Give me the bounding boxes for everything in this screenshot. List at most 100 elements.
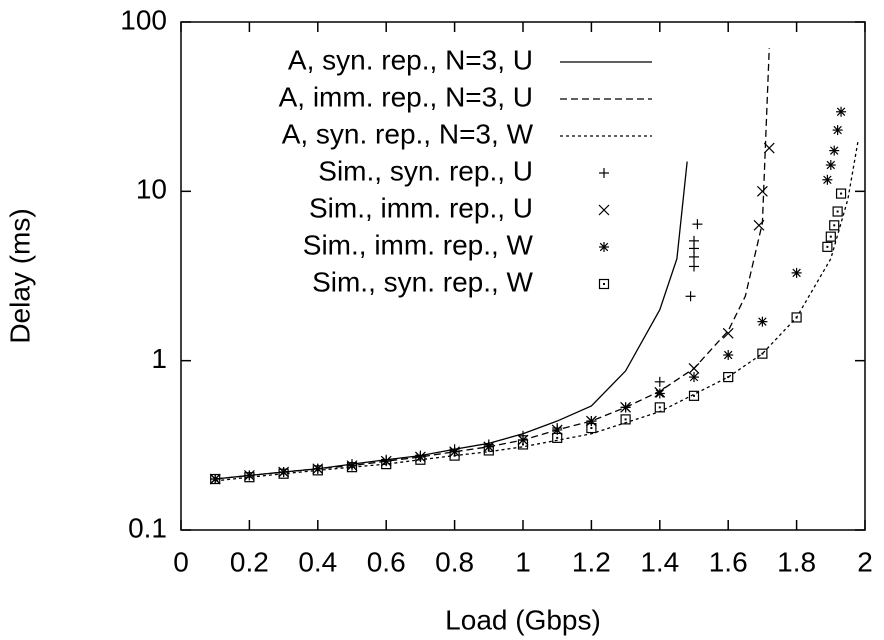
marker xyxy=(832,125,843,136)
marker-dot xyxy=(840,192,843,195)
marker-dot xyxy=(833,224,836,227)
marker xyxy=(757,316,768,327)
marker-stroke xyxy=(655,389,665,398)
marker-stroke xyxy=(792,268,801,278)
marker xyxy=(722,327,734,339)
marker-stroke xyxy=(833,125,842,135)
marker-box xyxy=(791,312,802,323)
marker-stroke xyxy=(758,317,767,326)
marker-dot xyxy=(282,472,285,475)
marker xyxy=(822,174,833,185)
marker-box xyxy=(415,454,426,465)
marker-box xyxy=(757,348,768,359)
marker-dot xyxy=(761,352,764,355)
marker xyxy=(599,168,609,178)
marker-dot xyxy=(214,478,217,481)
marker-box xyxy=(449,450,460,461)
x-tick-label: 0.8 xyxy=(435,546,474,577)
marker xyxy=(599,242,609,252)
marker-stroke xyxy=(763,142,775,154)
marker xyxy=(312,463,323,474)
marker xyxy=(552,432,563,443)
marker-dot xyxy=(658,406,661,409)
marker xyxy=(692,219,703,230)
marker-dot xyxy=(453,454,456,457)
marker xyxy=(598,278,610,290)
marker xyxy=(449,450,460,461)
marker-stroke xyxy=(688,362,700,374)
marker-stroke xyxy=(756,185,768,197)
legend-label: Sim., imm. rep., W xyxy=(303,229,534,260)
marker-stroke xyxy=(416,452,425,462)
x-tick-label: 0 xyxy=(173,546,189,577)
legend-label: A, syn. rep., N=3, W xyxy=(282,118,534,149)
marker-stroke xyxy=(722,327,734,339)
marker-box xyxy=(381,459,392,470)
series-line xyxy=(215,140,859,482)
y-axis-label: Delay (ms) xyxy=(4,208,35,343)
marker xyxy=(654,376,665,387)
legend-label: Sim., syn. rep., W xyxy=(312,266,533,297)
marker xyxy=(836,106,847,117)
marker-dot xyxy=(829,235,832,238)
marker-dot xyxy=(795,316,798,319)
marker xyxy=(278,468,289,479)
marker-dot xyxy=(836,210,839,213)
marker-box xyxy=(654,402,665,413)
y-tick-label: 10 xyxy=(136,174,167,205)
x-tick-label: 1 xyxy=(515,546,531,577)
marker xyxy=(244,470,255,481)
marker-stroke xyxy=(823,175,832,185)
marker xyxy=(763,142,775,154)
marker xyxy=(832,206,843,217)
marker-box xyxy=(832,206,843,217)
marker-box xyxy=(723,371,734,383)
x-tick-label: 0.2 xyxy=(230,546,269,577)
marker-stroke xyxy=(621,403,630,412)
marker xyxy=(483,445,494,456)
marker xyxy=(415,454,426,465)
x-tick-label: 1.6 xyxy=(709,546,748,577)
marker-dot xyxy=(351,466,353,469)
marker xyxy=(791,312,802,323)
marker-dot xyxy=(556,436,559,439)
marker-dot xyxy=(316,469,319,472)
marker xyxy=(689,261,699,272)
marker xyxy=(312,465,323,476)
marker-dot xyxy=(248,476,251,479)
marker-box xyxy=(278,468,289,479)
marker-stroke xyxy=(599,242,609,252)
marker-box xyxy=(825,231,836,242)
marker xyxy=(586,416,597,427)
marker-stroke xyxy=(753,219,765,231)
marker-box xyxy=(312,465,323,476)
legend-label: A, imm. rep., N=3, U xyxy=(279,81,533,112)
marker xyxy=(723,350,734,361)
marker-box xyxy=(244,472,255,483)
marker xyxy=(620,414,631,425)
marker-dot xyxy=(624,418,627,421)
marker xyxy=(825,160,836,171)
marker xyxy=(210,473,221,485)
y-tick-label: 1 xyxy=(151,343,167,374)
marker-dot xyxy=(487,449,490,452)
marker xyxy=(381,459,392,470)
legend-label: Sim., imm. rep., U xyxy=(309,192,533,223)
marker xyxy=(278,467,289,478)
marker xyxy=(689,251,699,262)
marker xyxy=(586,422,597,434)
x-tick-label: 2 xyxy=(857,546,873,577)
marker xyxy=(835,188,847,199)
x-tick-label: 0.4 xyxy=(298,546,337,577)
marker-box xyxy=(586,422,597,434)
marker-stroke xyxy=(836,107,846,117)
marker-box xyxy=(822,241,833,252)
marker-box xyxy=(210,473,221,485)
marker-stroke xyxy=(552,425,562,435)
marker xyxy=(598,204,610,216)
marker xyxy=(757,348,768,359)
x-tick-label: 1.2 xyxy=(572,546,611,577)
marker xyxy=(829,220,840,231)
marker xyxy=(723,371,734,383)
